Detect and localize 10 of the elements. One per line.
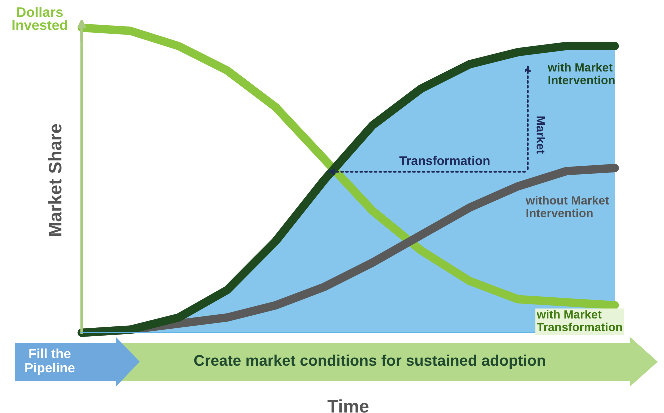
annotation: Market: [536, 116, 546, 154]
annotation: with Market Transformation: [536, 310, 622, 332]
annotation: Transformation: [400, 156, 490, 166]
x-axis-title: Time: [328, 400, 369, 413]
annotation: with Market Intervention: [548, 63, 615, 85]
annotation: without Market Intervention: [526, 196, 610, 218]
text: Create market conditions for sustained adoption: [194, 354, 546, 370]
text: Dollars Invested: [12, 7, 68, 30]
text: Fill the Pipeline: [26, 348, 75, 376]
y-axis-title: Market Share: [48, 124, 62, 236]
